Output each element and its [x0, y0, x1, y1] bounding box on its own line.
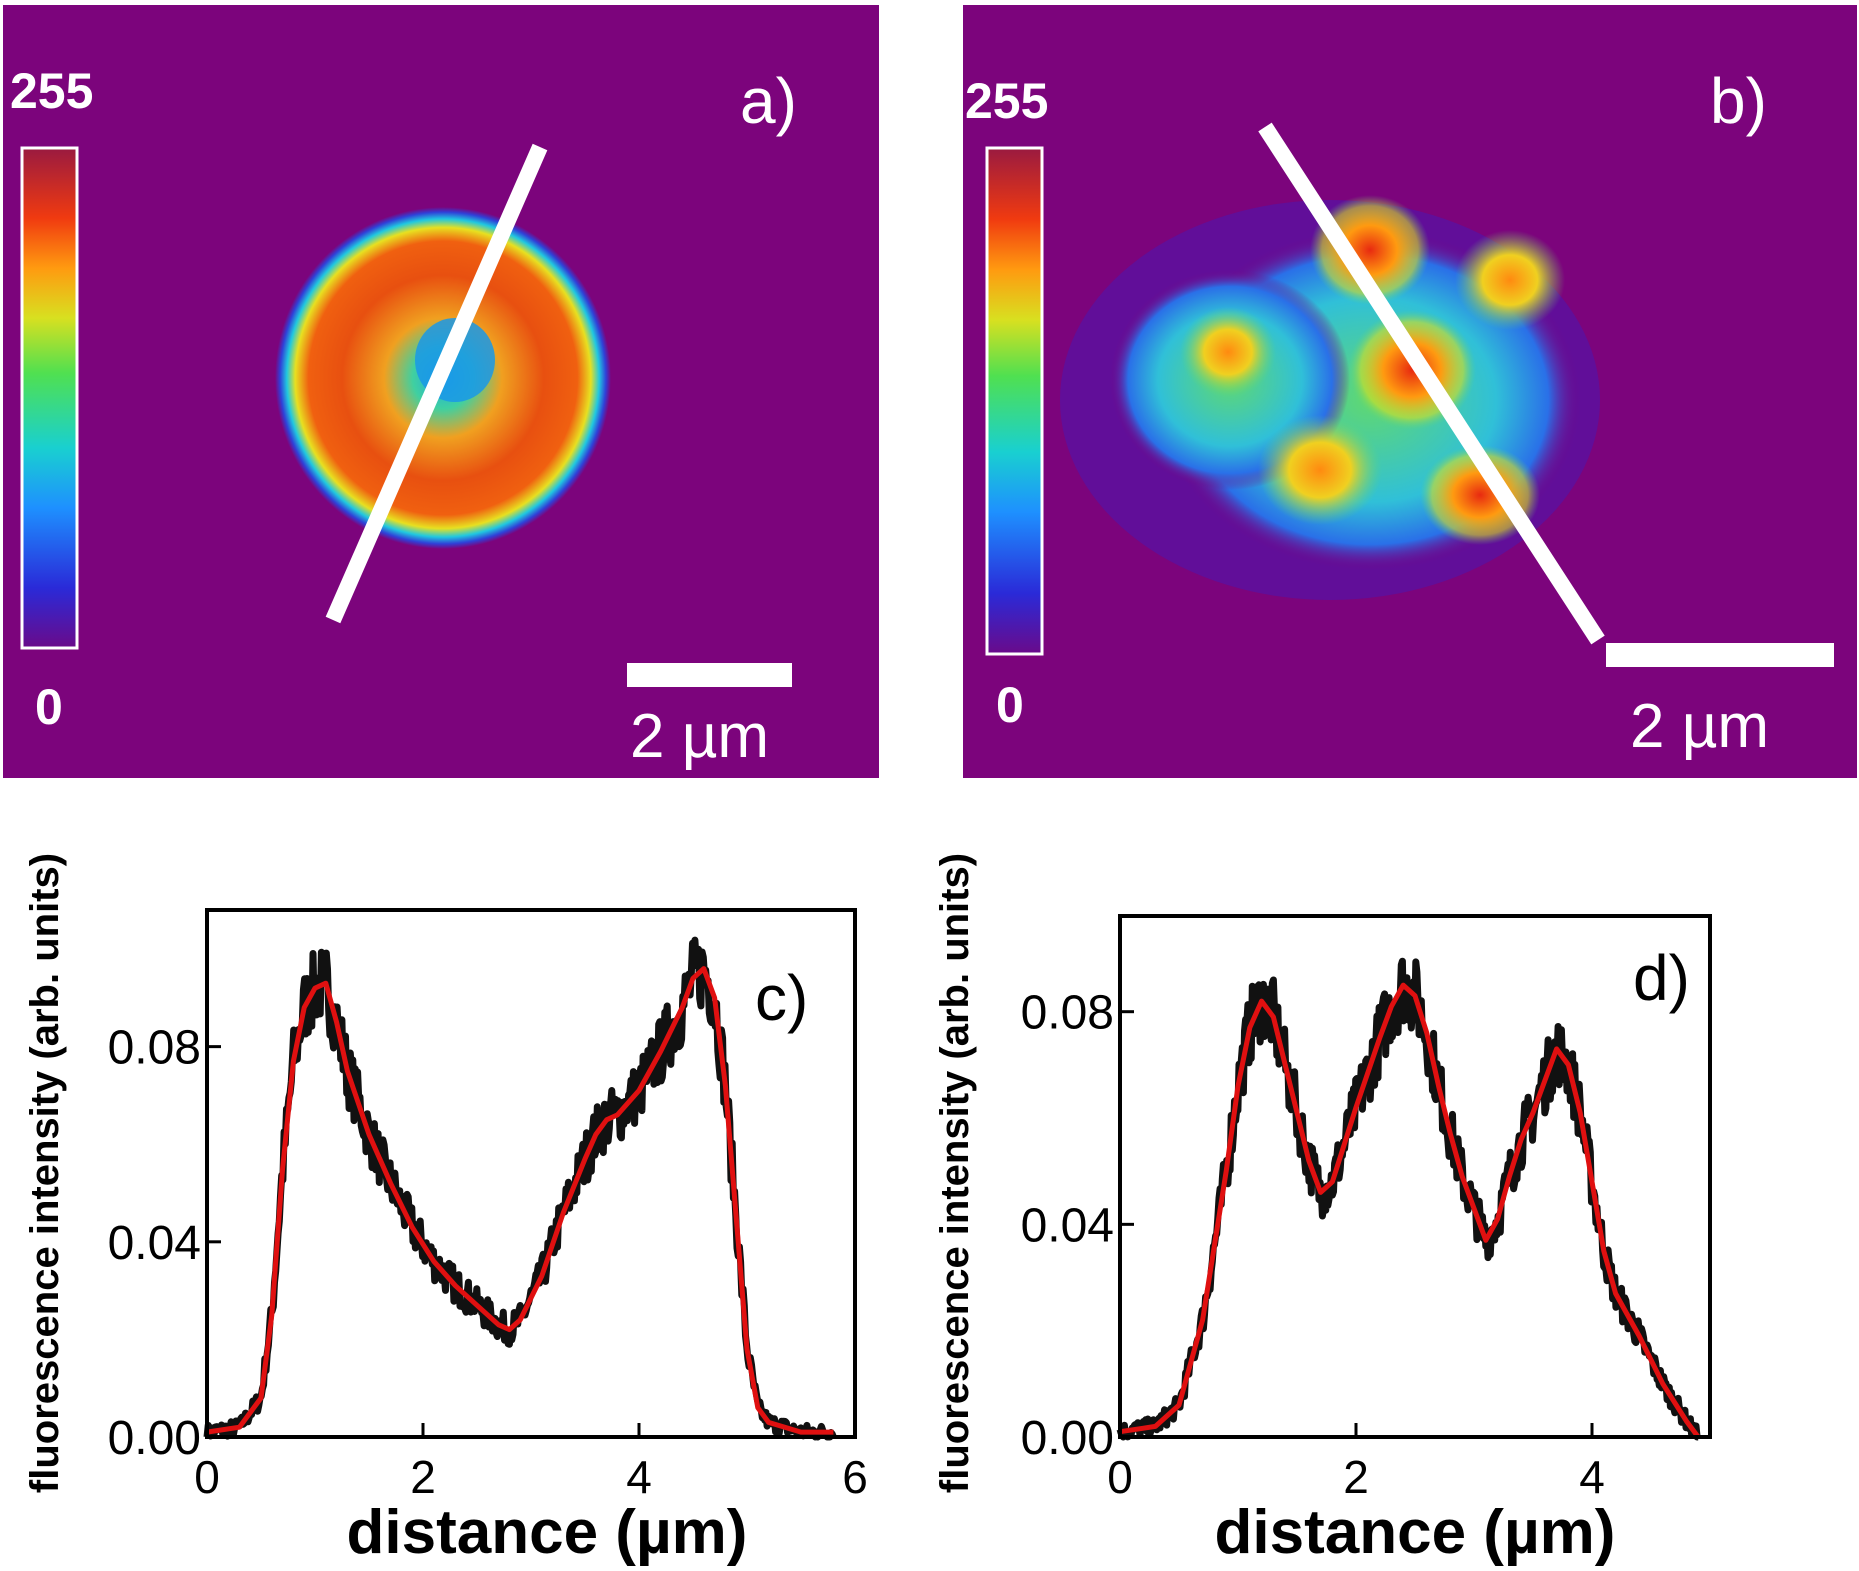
image-panel-b: 255 0 b) 2 µm [963, 5, 1857, 778]
smoothed-series [206, 966, 834, 1435]
colorbar-min: 0 [35, 679, 63, 735]
x-tick-label: 0 [194, 1451, 220, 1503]
x-axis-label: distance (µm) [347, 1498, 748, 1567]
panel-label-a: a) [740, 65, 797, 137]
profile-line [1258, 122, 1605, 645]
y-tick-label: 0.04 [108, 1217, 201, 1270]
raw-trace [1116, 957, 1701, 1441]
x-tick-label: 4 [1579, 1451, 1605, 1503]
image-panel-a: 255 0 a) 2 µm [3, 5, 879, 778]
x-axis-label: distance (µm) [1215, 1498, 1616, 1567]
spot [1310, 195, 1430, 305]
scale-bar [1606, 643, 1834, 667]
y-axis: 0.00 0.04 0.08 [108, 1022, 221, 1465]
y-tick-label: 0.08 [1021, 987, 1114, 1040]
x-tick-label: 0 [1107, 1451, 1133, 1503]
smoothed-trace [1119, 982, 1701, 1439]
y-axis-label: fluorescence intensity (arb. units) [933, 853, 977, 1493]
scale-bar-text: 2 µm [1630, 692, 1769, 761]
raw-series [1116, 957, 1701, 1441]
colorbar-max: 255 [965, 73, 1048, 129]
y-axis-label: fluorescence intensity (arb. units) [23, 853, 67, 1493]
profile-line [325, 143, 548, 624]
scale-bar [627, 663, 792, 687]
plot-frame [205, 908, 857, 1439]
spot [1455, 230, 1565, 330]
colorbar-max: 255 [10, 63, 93, 119]
colorbar-min: 0 [996, 677, 1024, 733]
panel-label-d: d) [1633, 942, 1690, 1014]
y-tick-label: 0.04 [1021, 1199, 1114, 1252]
x-axis: 0 2 4 [1107, 1423, 1605, 1503]
chart-d: 0 2 4 0.00 0.04 0.08 d) distance (µm) fluore… [933, 853, 1712, 1567]
y-tick-label: 0.00 [1021, 1412, 1114, 1465]
scale-bar-text: 2 µm [630, 702, 769, 771]
spot [1180, 307, 1276, 397]
x-tick-label: 2 [410, 1451, 436, 1503]
x-tick-label: 6 [842, 1451, 868, 1503]
colorbar [985, 146, 1044, 656]
panel-label-c: c) [755, 962, 808, 1034]
smoothed-series [1119, 982, 1701, 1439]
spot [1258, 415, 1382, 525]
y-tick-label: 0.08 [108, 1022, 201, 1075]
x-tick-label: 4 [626, 1451, 652, 1503]
y-tick-label: 0.00 [108, 1412, 201, 1465]
y-axis: 0.00 0.04 0.08 [1021, 987, 1134, 1465]
plot-frame [1118, 914, 1712, 1439]
colorbar [20, 146, 79, 650]
spot [1420, 445, 1540, 545]
x-tick-label: 2 [1343, 1451, 1369, 1503]
smoothed-trace [206, 966, 834, 1435]
panel-label-b: b) [1710, 65, 1767, 137]
chart-c: 0 2 4 6 0.00 0.04 0.08 c) distance (µm) fluor… [23, 853, 868, 1567]
x-axis: 0 2 4 6 [194, 1423, 868, 1503]
